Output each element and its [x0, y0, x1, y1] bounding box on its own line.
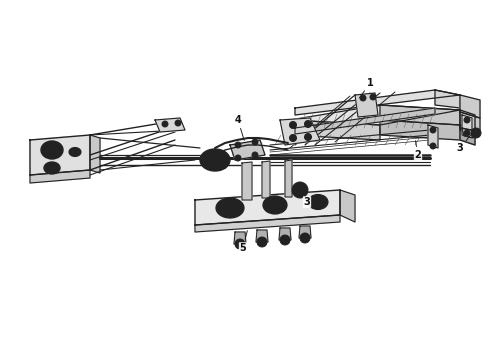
Circle shape	[235, 239, 245, 249]
Polygon shape	[195, 215, 340, 232]
Text: 3: 3	[457, 133, 472, 153]
Text: 2: 2	[415, 141, 421, 160]
Polygon shape	[256, 230, 268, 242]
Circle shape	[300, 233, 310, 243]
Polygon shape	[460, 112, 480, 132]
Polygon shape	[242, 162, 252, 200]
Text: 3: 3	[299, 190, 310, 207]
Polygon shape	[195, 190, 340, 225]
Polygon shape	[340, 190, 355, 222]
Ellipse shape	[69, 148, 81, 157]
Circle shape	[280, 235, 290, 245]
Text: 4: 4	[235, 115, 244, 140]
Circle shape	[473, 130, 479, 136]
Polygon shape	[295, 108, 435, 134]
Ellipse shape	[44, 162, 60, 174]
Polygon shape	[234, 232, 246, 244]
Circle shape	[252, 139, 258, 145]
Polygon shape	[462, 128, 474, 138]
Polygon shape	[290, 120, 380, 140]
Polygon shape	[428, 125, 438, 148]
Circle shape	[304, 121, 312, 127]
Circle shape	[464, 117, 470, 123]
Circle shape	[471, 128, 481, 138]
Circle shape	[290, 135, 296, 141]
Polygon shape	[380, 120, 460, 140]
Circle shape	[175, 120, 181, 126]
Circle shape	[295, 185, 305, 195]
Polygon shape	[279, 228, 291, 240]
Polygon shape	[262, 161, 270, 198]
Polygon shape	[380, 105, 460, 125]
Polygon shape	[230, 140, 265, 160]
Circle shape	[304, 134, 312, 140]
Polygon shape	[290, 105, 460, 125]
Circle shape	[257, 237, 267, 247]
Circle shape	[360, 95, 366, 101]
Polygon shape	[299, 226, 311, 238]
Circle shape	[162, 121, 168, 127]
Polygon shape	[30, 170, 90, 183]
Polygon shape	[460, 110, 475, 135]
Circle shape	[290, 122, 296, 129]
Circle shape	[292, 182, 308, 198]
Polygon shape	[460, 125, 475, 145]
Circle shape	[252, 152, 258, 158]
Polygon shape	[90, 135, 100, 173]
Circle shape	[430, 143, 436, 149]
Text: 5: 5	[240, 231, 247, 253]
Ellipse shape	[263, 196, 287, 214]
Circle shape	[430, 127, 436, 133]
Ellipse shape	[216, 198, 244, 218]
Polygon shape	[295, 90, 460, 115]
Ellipse shape	[41, 141, 63, 159]
Polygon shape	[355, 93, 378, 117]
Ellipse shape	[308, 194, 328, 210]
Ellipse shape	[206, 153, 224, 167]
Circle shape	[235, 155, 241, 161]
Polygon shape	[30, 135, 90, 175]
Polygon shape	[462, 115, 472, 138]
Circle shape	[464, 130, 470, 136]
Text: 1: 1	[360, 78, 373, 98]
Polygon shape	[155, 118, 185, 132]
Polygon shape	[285, 160, 292, 197]
Ellipse shape	[200, 149, 230, 171]
Polygon shape	[460, 95, 480, 118]
Polygon shape	[435, 90, 460, 108]
Circle shape	[370, 94, 376, 100]
Circle shape	[235, 142, 241, 148]
Polygon shape	[280, 118, 320, 145]
